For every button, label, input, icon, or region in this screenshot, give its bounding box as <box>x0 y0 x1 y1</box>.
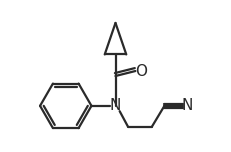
Text: N: N <box>182 98 193 113</box>
Text: N: N <box>110 98 121 113</box>
Text: O: O <box>135 64 147 79</box>
